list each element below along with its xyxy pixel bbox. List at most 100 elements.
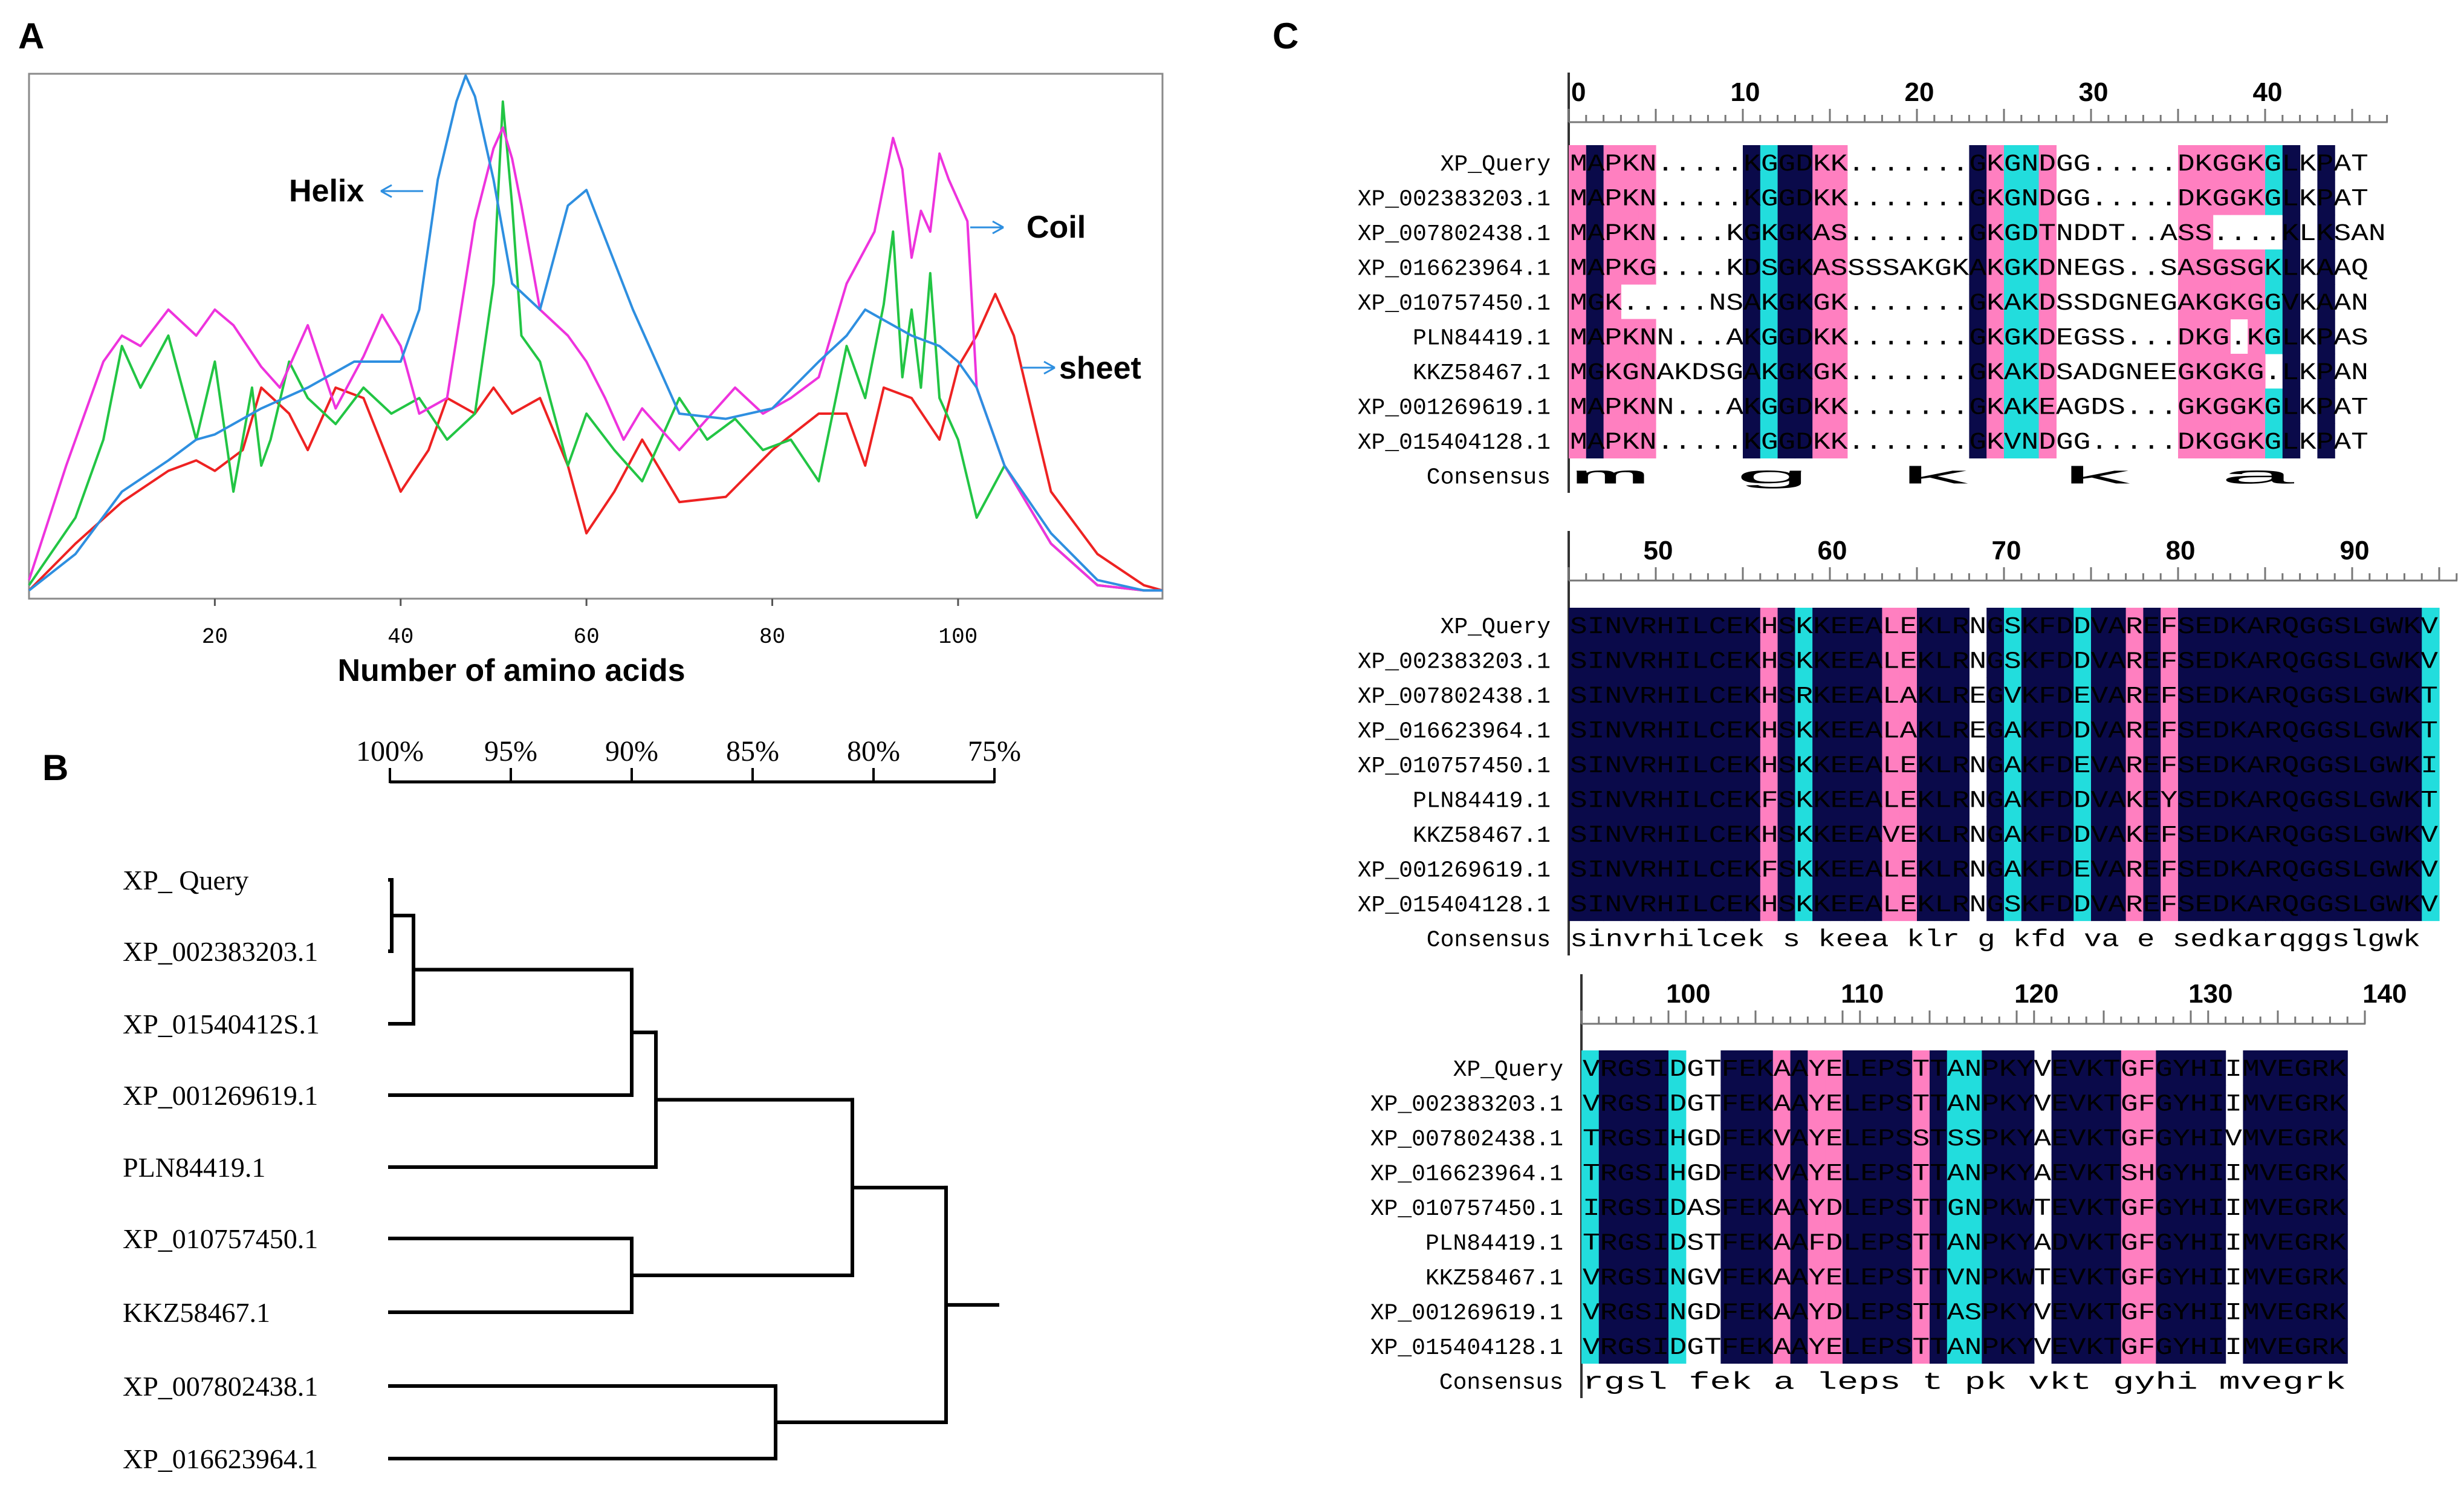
sequence-name: XP_Query bbox=[1453, 1057, 1563, 1083]
residue-highlight bbox=[1825, 1085, 1843, 1121]
residue-highlight bbox=[2230, 747, 2248, 783]
residue-highlight bbox=[1812, 284, 1830, 320]
residue-highlight bbox=[1743, 608, 1761, 643]
residue-highlight bbox=[1947, 1154, 1965, 1190]
residue-highlight bbox=[2330, 1224, 2348, 1260]
scale-label: 85% bbox=[726, 735, 779, 767]
residue-highlight bbox=[1603, 712, 1621, 747]
residue-highlight bbox=[1877, 1154, 1895, 1190]
residue-highlight bbox=[2330, 1259, 2348, 1295]
residue-highlight bbox=[2282, 284, 2301, 320]
residue-highlight bbox=[1790, 1224, 1808, 1260]
residue-highlight bbox=[2069, 1259, 2087, 1295]
residue-highlight bbox=[2051, 1085, 2069, 1121]
residue-highlight bbox=[2265, 816, 2283, 852]
residue-highlight bbox=[1603, 851, 1621, 887]
residue-highlight bbox=[1651, 1259, 1669, 1295]
residue-highlight bbox=[1847, 781, 1866, 817]
residue-highlight bbox=[1982, 1120, 2000, 1156]
chart-x-axis-label: Number of amino acids bbox=[338, 653, 686, 688]
residue-highlight bbox=[2125, 608, 2144, 643]
residue-highlight bbox=[1651, 1224, 1669, 1260]
residue-highlight bbox=[2069, 1329, 2087, 1364]
residue-highlight bbox=[2404, 677, 2422, 713]
residue-highlight bbox=[2265, 747, 2283, 783]
residue-highlight bbox=[1743, 215, 1761, 250]
residue-highlight bbox=[1969, 354, 1987, 389]
residue-highlight bbox=[1795, 284, 1813, 320]
residue-highlight bbox=[2138, 1050, 2156, 1086]
residue-highlight bbox=[1899, 677, 1918, 713]
residue-highlight bbox=[2213, 886, 2231, 922]
residue-highlight bbox=[2004, 249, 2022, 285]
residue-highlight bbox=[1720, 1224, 1739, 1260]
residue-highlight bbox=[2278, 1120, 2296, 1156]
residue-highlight bbox=[1760, 388, 1778, 424]
residue-highlight bbox=[1964, 1120, 1982, 1156]
residue-highlight bbox=[2138, 1259, 2156, 1295]
residue-highlight bbox=[1638, 145, 1656, 181]
residue-highlight bbox=[2051, 1259, 2069, 1295]
residue-highlight bbox=[1656, 608, 1674, 643]
residue-highlight bbox=[1690, 851, 1708, 887]
residue-highlight bbox=[1569, 249, 1587, 285]
residue-highlight bbox=[2121, 1224, 2139, 1260]
residue-highlight bbox=[2317, 642, 2335, 678]
residue-highlight bbox=[2051, 1154, 2069, 1190]
residue-highlight bbox=[2173, 1120, 2191, 1156]
residue-highlight bbox=[2125, 712, 2144, 747]
ruler-label: 80 bbox=[2166, 536, 2196, 565]
residue-highlight bbox=[2369, 747, 2388, 783]
residue-highlight bbox=[2173, 1259, 2191, 1295]
residue-highlight bbox=[2143, 747, 2161, 783]
residue-highlight bbox=[2104, 1120, 2122, 1156]
residue-highlight bbox=[1795, 145, 1813, 181]
residue-highlight bbox=[2086, 1329, 2104, 1364]
residue-highlight bbox=[2073, 677, 2092, 713]
residue-highlight bbox=[1812, 180, 1830, 215]
chart-x-ticks: 20 40 60 80 100 bbox=[202, 599, 977, 649]
residue-highlight bbox=[1951, 851, 1970, 887]
residue-highlight bbox=[1756, 1329, 1774, 1364]
residue-highlight bbox=[1969, 423, 1987, 459]
residue-highlight bbox=[2143, 886, 2161, 922]
residue-highlight bbox=[2265, 423, 2283, 459]
residue-highlight bbox=[1690, 608, 1708, 643]
sequence-row: MAPKN....KGKGKAS.......GKGDTNDDT..ASS...… bbox=[1570, 221, 2386, 248]
identity-scale-bar: 100% 95% 90% 85% 80% 75% bbox=[356, 735, 1021, 784]
residue-highlight bbox=[2278, 1259, 2296, 1295]
residue-highlight bbox=[1586, 712, 1604, 747]
residue-highlight bbox=[2243, 1259, 2261, 1295]
residue-highlight bbox=[2004, 642, 2022, 678]
residue-highlight bbox=[2330, 1154, 2348, 1190]
residue-highlight bbox=[2004, 423, 2022, 459]
residue-highlight bbox=[1690, 816, 1708, 852]
residue-highlight bbox=[1917, 747, 1935, 783]
residue-highlight bbox=[2282, 677, 2301, 713]
residue-highlight bbox=[2017, 1085, 2035, 1121]
residue-highlight bbox=[1581, 1259, 1600, 1295]
residue-highlight bbox=[2295, 1259, 2313, 1295]
residue-highlight bbox=[2069, 1050, 2087, 1086]
residue-highlight bbox=[1743, 284, 1761, 320]
residue-highlight bbox=[1586, 642, 1604, 678]
residue-highlight bbox=[2178, 851, 2196, 887]
residue-highlight bbox=[2248, 388, 2266, 424]
residue-highlight bbox=[1982, 1050, 2000, 1086]
sequence-row: MAPKN.....KGGDKK.......GKGNDGG.....DKGGK… bbox=[1570, 186, 2368, 213]
residue-highlight bbox=[2260, 1050, 2278, 1086]
residue-highlight bbox=[1616, 1050, 1634, 1086]
residue-highlight bbox=[1638, 712, 1656, 747]
residue-highlight bbox=[2051, 1050, 2069, 1086]
residue-highlight bbox=[2138, 1224, 2156, 1260]
residue-highlight bbox=[1621, 747, 1639, 783]
residue-highlight bbox=[2295, 1293, 2313, 1329]
residue-highlight bbox=[2195, 816, 2214, 852]
residue-highlight bbox=[1986, 354, 2005, 389]
residue-highlight bbox=[1743, 677, 1761, 713]
residue-highlight bbox=[2086, 1050, 2104, 1086]
residue-highlight bbox=[2038, 249, 2057, 285]
residue-highlight bbox=[1790, 1293, 1808, 1329]
residue-highlight bbox=[2300, 747, 2318, 783]
residue-highlight bbox=[1638, 677, 1656, 713]
